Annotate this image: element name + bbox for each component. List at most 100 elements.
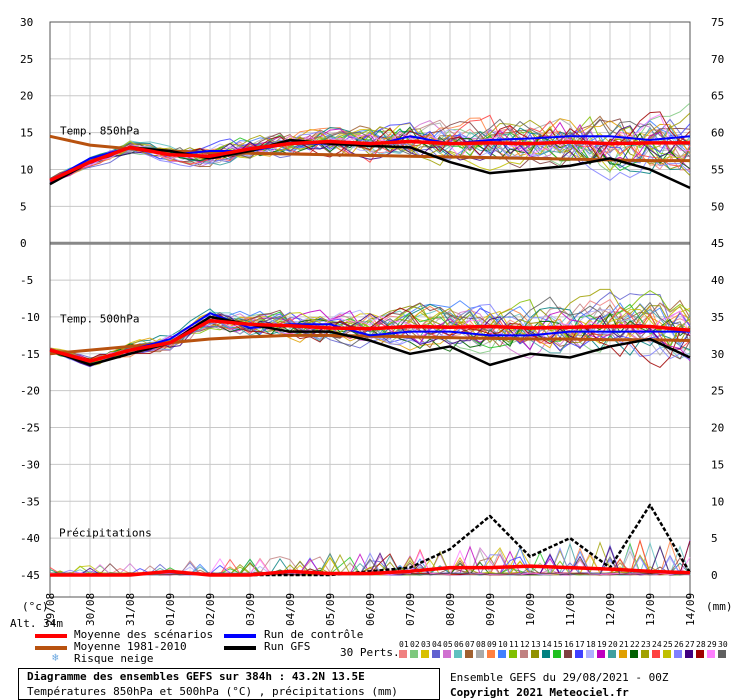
perturbation-swatch [696, 650, 704, 658]
y-right-tick: 70 [711, 53, 724, 66]
perturbation-swatch [575, 650, 583, 658]
y-left-tick: 20 [20, 90, 33, 103]
perturbation-number: 20 [608, 640, 618, 649]
perturbation-swatch [707, 650, 715, 658]
series-500hPa-moyenne-des-sc-narios [49, 318, 691, 363]
x-tick-label: 11/09 [564, 593, 577, 626]
legend-control-run-swatch [224, 634, 256, 638]
x-tick-label: 29/08 [44, 593, 57, 626]
x-tick-label: 02/09 [204, 593, 217, 626]
perts-label: 30 Perts. [340, 646, 400, 659]
x-tick-label: 04/09 [284, 593, 297, 626]
perturbation-number: 29 [707, 640, 717, 649]
y-left-tick: 30 [20, 16, 33, 29]
perturbation-number: 18 [586, 640, 596, 649]
perturbation-swatch [619, 650, 627, 658]
legend-mean-1981-swatch [35, 646, 67, 650]
perturbation-number: 07 [465, 640, 475, 649]
y-right-tick: 30 [711, 348, 724, 361]
x-tick-label: 05/09 [324, 593, 337, 626]
snowflake-icon: ❄ [52, 651, 59, 664]
perturbation-number: 04 [432, 640, 442, 649]
ensemble-run-label: Ensemble GEFS du 29/08/2021 - 00Z [450, 671, 669, 684]
x-tick-label: 03/09 [244, 593, 257, 626]
perturbation-swatch [432, 650, 440, 658]
perturbation-swatch [531, 650, 539, 658]
perturbation-swatch [597, 650, 605, 658]
perturbation-number: 16 [564, 640, 574, 649]
y-right-tick: 0 [711, 569, 718, 582]
y-right-tick: 35 [711, 311, 724, 324]
y-left-tick: -10 [20, 311, 40, 324]
legend-mean-scenarios-swatch [35, 634, 67, 638]
unit-left: (°c) [22, 600, 49, 613]
x-tick-label: 06/09 [364, 593, 377, 626]
perturbation-swatch [586, 650, 594, 658]
y-right-tick: 75 [711, 16, 724, 29]
y-left-tick: 5 [20, 200, 27, 213]
x-tick-label: 09/09 [484, 593, 497, 626]
legend-gfs-run: Run GFS [264, 640, 311, 653]
perturbation-number: 12 [520, 640, 530, 649]
perturbation-number: 19 [597, 640, 607, 649]
y-right-tick: 60 [711, 127, 724, 140]
perturbation-swatch [520, 650, 528, 658]
x-tick-label: 12/09 [604, 593, 617, 626]
y-right-tick: 15 [711, 458, 724, 471]
y-left-tick: 0 [20, 237, 27, 250]
perturbation-number: 26 [674, 640, 684, 649]
perturbation-number: 22 [630, 640, 640, 649]
y-right-tick: 55 [711, 163, 724, 176]
perturbation-number: 28 [696, 640, 706, 649]
y-right-tick: 65 [711, 90, 724, 103]
perturbation-swatch [553, 650, 561, 658]
legend-mean-scenarios: Moyenne des scénarios [74, 628, 214, 641]
perturbation-swatch [399, 650, 407, 658]
perturbation-number: 05 [443, 640, 453, 649]
perturbation-line [49, 113, 691, 182]
perturbation-swatch [718, 650, 726, 658]
perturbation-number: 27 [685, 640, 695, 649]
perturbation-swatch [410, 650, 418, 658]
x-tick-label: 13/09 [644, 593, 657, 626]
info-box: Diagramme des ensembles GEFS sur 384h : … [18, 668, 440, 700]
perturbation-number: 13 [531, 640, 541, 649]
precip-title: Précipitations [59, 526, 152, 539]
series-850hPa-moyenne-des-sc-narios [49, 139, 690, 183]
perturbation-swatch [454, 650, 462, 658]
perturbation-swatch [641, 650, 649, 658]
y-left-tick: -15 [20, 348, 40, 361]
perturbation-swatch [564, 650, 572, 658]
x-tick-label: 01/09 [164, 593, 177, 626]
perturbation-swatch [421, 650, 429, 658]
diagram-title: Diagramme des ensembles GEFS sur 384h : … [27, 670, 365, 683]
perturbation-number: 15 [553, 640, 563, 649]
copyright: Copyright 2021 Meteociel.fr [450, 686, 629, 699]
perturbation-number: 17 [575, 640, 585, 649]
y-left-tick: -30 [20, 458, 40, 471]
perturbation-line [49, 130, 691, 183]
diagram-subtitle: Températures 850hPa et 500hPa (°C) , pré… [27, 685, 398, 698]
perturbation-swatch [608, 650, 616, 658]
x-tick-label: 30/08 [84, 593, 97, 626]
perturbation-number: 09 [487, 640, 497, 649]
perturbation-number: 08 [476, 640, 486, 649]
x-tick-label: 07/09 [404, 593, 417, 626]
x-tick-label: 14/09 [684, 593, 697, 626]
alt-label: Alt. 34m [10, 617, 63, 630]
x-tick-label: 10/09 [524, 593, 537, 626]
y-right-tick: 10 [711, 495, 724, 508]
perturbation-number: 25 [663, 640, 673, 649]
y-right-tick: 40 [711, 274, 724, 287]
legend-mean-1981-2010: Moyenne 1981-2010 [74, 640, 187, 653]
perturbation-number: 14 [542, 640, 552, 649]
perturbation-swatch [443, 650, 451, 658]
y-left-tick: -35 [20, 495, 40, 508]
perturbation-swatch [509, 650, 517, 658]
perturbation-number: 10 [498, 640, 508, 649]
y-right-tick: 5 [711, 532, 718, 545]
y-right-tick: 50 [711, 200, 724, 213]
perturbation-swatch [663, 650, 671, 658]
plot-frame [49, 21, 691, 598]
